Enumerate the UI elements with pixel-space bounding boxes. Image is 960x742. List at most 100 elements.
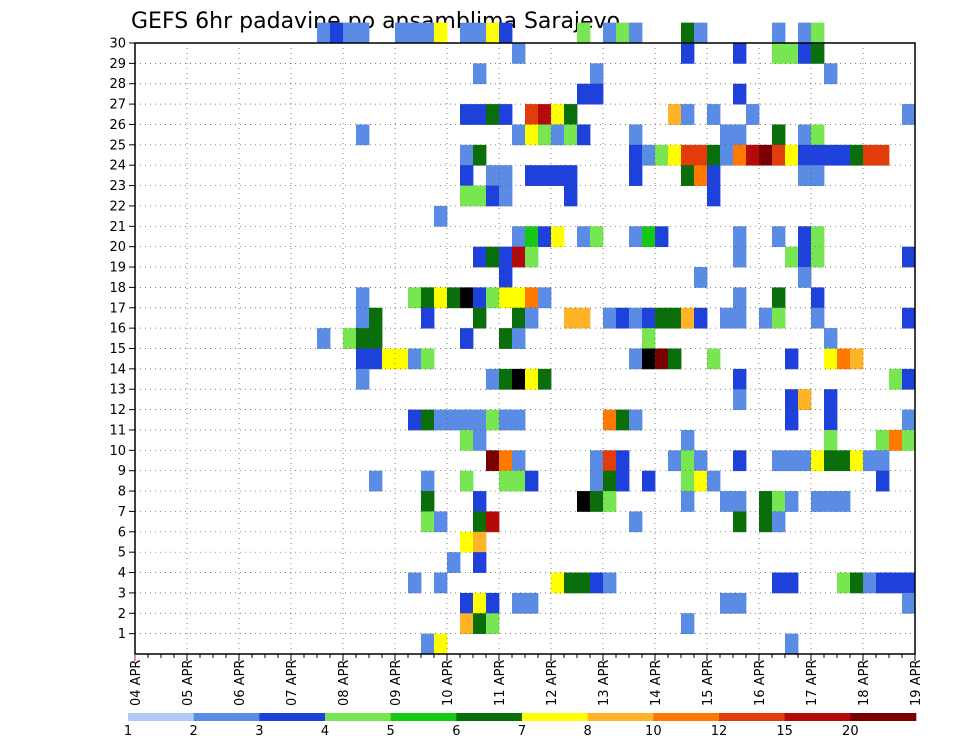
heatmap-cell — [421, 511, 435, 533]
heatmap-cell — [577, 83, 591, 105]
heatmap-cell — [733, 124, 747, 146]
heatmap-cell — [824, 429, 838, 451]
heatmap-cell — [772, 307, 786, 329]
heatmap-cell — [460, 429, 474, 451]
legend-swatch — [653, 713, 720, 721]
heatmap-cell — [551, 104, 565, 125]
heatmap-cell — [616, 307, 630, 329]
heatmap-cell — [629, 165, 643, 186]
heatmap-cell — [577, 307, 591, 329]
heatmap-cell — [473, 307, 487, 329]
legend-swatch — [325, 713, 391, 721]
heatmap-cell — [525, 124, 539, 146]
heatmap-cell — [850, 144, 864, 166]
heatmap-cell — [460, 287, 474, 309]
heatmap-cell — [889, 572, 903, 594]
heatmap-cell — [811, 144, 825, 166]
heatmap-cell — [512, 470, 526, 492]
heatmap-cell — [824, 328, 838, 349]
heatmap-cell — [447, 552, 461, 573]
heatmap-cell — [850, 572, 864, 594]
heatmap-cell — [408, 348, 422, 370]
heatmap-cell — [629, 307, 643, 329]
heatmap-cell — [603, 450, 617, 472]
heatmap-cell — [421, 409, 435, 431]
legend-label: 7 — [518, 724, 526, 739]
y-tick-label: 22 — [109, 199, 126, 214]
heatmap-cell — [512, 226, 526, 248]
x-tick-label: 13 APR — [597, 660, 612, 706]
y-tick-label: 26 — [109, 118, 126, 133]
legend-label: 5 — [387, 724, 395, 739]
heatmap-cell — [668, 348, 682, 370]
y-tick-label: 14 — [109, 362, 126, 377]
y-tick-label: 3 — [118, 586, 126, 601]
heatmap-cell — [772, 511, 786, 533]
heatmap-cell — [811, 246, 825, 268]
heatmap-cell — [499, 22, 513, 44]
heatmap-cell — [460, 328, 474, 349]
heatmap-cell — [499, 267, 513, 288]
heatmap-cell — [798, 450, 812, 472]
heatmap-cell — [720, 491, 734, 512]
heatmap-cell — [707, 165, 721, 186]
heatmap-cell — [733, 491, 747, 512]
heatmap-cell — [512, 307, 526, 329]
heatmap-cell — [811, 450, 825, 472]
heatmap-cell — [447, 287, 461, 309]
heatmap-cell — [408, 287, 422, 309]
heatmap-cell — [421, 22, 435, 44]
y-tick-label: 10 — [109, 444, 126, 459]
legend-label: 8 — [584, 724, 592, 739]
heatmap-cell — [876, 572, 890, 594]
heatmap-cell — [525, 287, 539, 309]
heatmap-cell — [811, 124, 825, 146]
legend-label: 10 — [645, 724, 662, 739]
heatmap-cell — [681, 104, 695, 125]
heatmap-cell — [759, 491, 773, 512]
heatmap-cell — [733, 226, 747, 248]
heatmap-cell — [616, 22, 630, 44]
heatmap-cell — [616, 470, 630, 492]
heatmap-cell — [681, 450, 695, 472]
heatmap-cell — [759, 511, 773, 533]
heatmap-cell — [369, 470, 383, 492]
heatmap-cell — [512, 450, 526, 472]
x-tick-label: 17 APR — [805, 660, 820, 706]
heatmap-cell — [434, 287, 448, 309]
heatmap-cell — [850, 450, 864, 472]
heatmap-cell — [694, 144, 708, 166]
heatmap-cell — [746, 144, 760, 166]
heatmap-cell — [733, 592, 747, 614]
heatmap-cell — [850, 348, 864, 370]
heatmap-cell — [473, 22, 487, 44]
heatmap-cell — [525, 246, 539, 268]
heatmap-cell — [473, 63, 487, 85]
heatmap-cell — [837, 450, 851, 472]
heatmap-cell — [733, 287, 747, 309]
y-tick-label: 11 — [109, 423, 126, 438]
heatmap-cell — [356, 368, 370, 390]
heatmap-cell — [460, 613, 474, 635]
heatmap-cell — [603, 22, 617, 44]
heatmap-cell — [681, 43, 695, 64]
heatmap-cell — [486, 613, 500, 635]
heatmap-cell — [837, 572, 851, 594]
heatmap-cell — [447, 409, 461, 431]
y-tick-label: 17 — [109, 301, 126, 316]
heatmap-cell — [473, 491, 487, 512]
y-tick-label: 2 — [118, 607, 126, 622]
heatmap-cell — [486, 104, 500, 125]
heatmap-cell — [408, 572, 422, 594]
heatmap-cell — [525, 307, 539, 329]
y-tick-label: 27 — [109, 98, 126, 113]
heatmap-cell — [902, 368, 916, 390]
heatmap-cell — [785, 43, 799, 64]
heatmap-cell — [629, 22, 643, 44]
heatmap-cell — [681, 613, 695, 635]
heatmap-cell — [590, 83, 604, 105]
legend-swatch — [587, 713, 654, 721]
heatmap-cell — [603, 470, 617, 492]
heatmap-cell — [798, 389, 812, 410]
heatmap-cell — [655, 307, 669, 329]
